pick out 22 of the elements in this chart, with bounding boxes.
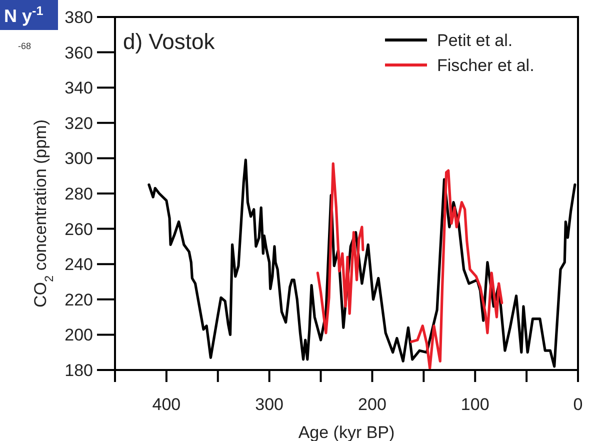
x-tick-label: 300 [255,395,284,414]
y-tick-label: 300 [64,149,93,168]
y-tick-label: 200 [64,326,93,345]
y-tick-label: 340 [64,78,93,98]
x-tick-label: 0 [573,395,583,414]
y-tick-label: 180 [64,360,93,380]
y-tick-label: 240 [64,255,93,274]
legend-label: Petit et al. [437,30,513,50]
y-tick-label: 260 [64,220,93,239]
x-tick-label: 100 [460,395,490,414]
legend-label: Fischer et al. [437,56,534,75]
line-series [148,158,576,368]
y-tick-label: 280 [64,184,93,204]
x-tick-label: 200 [358,395,386,414]
y-tick-label: 220 [64,290,93,310]
text: -68 [18,41,32,51]
text: d) Vostok [123,29,216,54]
x-tick-label: 400 [152,395,181,414]
y-tick-label: 360 [64,43,93,62]
y-tick-label: 380 [64,8,93,27]
text: N y$^{-1}$ [4,4,44,26]
y-tick-label: 320 [64,114,93,133]
